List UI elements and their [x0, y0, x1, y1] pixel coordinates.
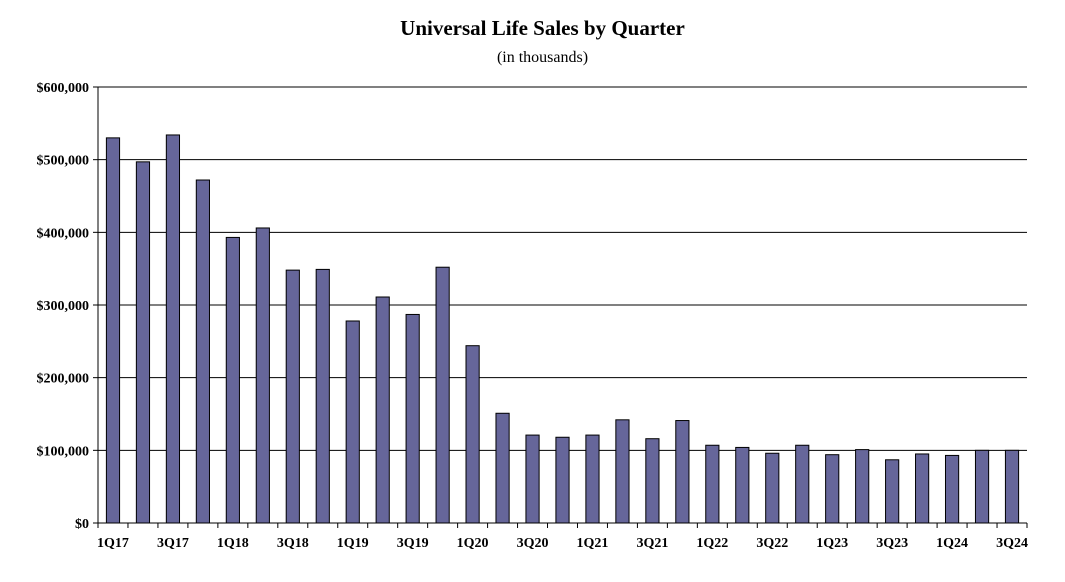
y-tick-label: $100,000 [37, 444, 90, 459]
bar [825, 454, 840, 524]
x-tick-label: 1Q18 [217, 536, 249, 551]
bar [525, 434, 540, 524]
bar [735, 446, 750, 524]
x-tick-label: 1Q22 [696, 536, 728, 551]
bar [675, 420, 690, 524]
bar [405, 313, 420, 524]
bar [195, 179, 210, 524]
bar [225, 236, 240, 524]
bar [765, 452, 780, 524]
x-tick-label: 3Q21 [636, 536, 668, 551]
y-tick-label: $0 [75, 517, 89, 532]
x-tick-label: 3Q17 [157, 536, 189, 551]
x-tick-label: 1Q17 [97, 536, 129, 551]
bar [315, 268, 330, 524]
bar [495, 412, 510, 524]
bar [135, 161, 151, 524]
bar [855, 449, 870, 524]
x-tick-label: 1Q19 [337, 536, 369, 551]
y-tick-label: $600,000 [37, 81, 90, 96]
y-tick-label: $200,000 [37, 372, 90, 387]
x-tick-label: 3Q18 [277, 536, 309, 551]
bar [375, 296, 390, 524]
bar [615, 419, 630, 524]
chart-title: Universal Life Sales by Quarter [400, 16, 685, 40]
x-tick-label: 3Q19 [397, 536, 429, 551]
chart-subtitle: (in thousands) [496, 49, 589, 66]
bar [795, 444, 810, 524]
bar [165, 134, 181, 524]
bar [944, 454, 960, 524]
bar [345, 320, 360, 524]
bar [974, 449, 990, 524]
bar [285, 269, 300, 524]
x-tick-label: 3Q20 [517, 536, 549, 551]
bar [255, 227, 270, 524]
y-tick-label: $400,000 [37, 226, 90, 241]
x-tick-label: 3Q22 [756, 536, 788, 551]
bar [885, 459, 900, 524]
x-tick-label: 1Q23 [816, 536, 848, 551]
bar [915, 453, 930, 524]
y-tick-label: $500,000 [37, 154, 90, 169]
bar [1004, 449, 1020, 524]
bar [435, 266, 450, 524]
bar [645, 438, 660, 524]
bar [555, 436, 570, 524]
x-tick-label: 3Q24 [996, 536, 1028, 551]
bar [705, 444, 720, 524]
bar [465, 345, 480, 524]
x-tick-label: 1Q21 [577, 536, 609, 551]
x-tick-label: 1Q24 [936, 536, 968, 551]
y-tick-label: $300,000 [37, 299, 90, 314]
bar [585, 434, 600, 524]
x-tick-label: 1Q20 [457, 536, 489, 551]
bar [105, 137, 121, 524]
x-tick-label: 3Q23 [876, 536, 908, 551]
